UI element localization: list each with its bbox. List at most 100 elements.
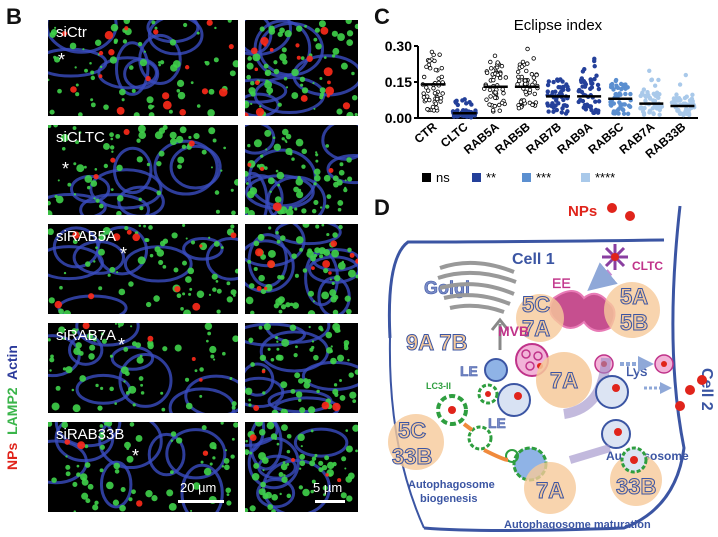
data-point <box>525 61 530 66</box>
scale-bar-large <box>178 500 224 503</box>
trafficking-diagram: Cell 1 Cell 2 NPs CLTC Golgi 9A 7B LE EE… <box>387 203 715 532</box>
data-point <box>589 81 594 86</box>
np-dot <box>607 203 617 213</box>
data-point <box>652 98 658 104</box>
scale-bar-small <box>315 500 345 503</box>
data-point <box>560 79 565 84</box>
data-point <box>434 96 440 102</box>
data-point <box>491 77 496 83</box>
channel-legend: NPs LAMP2 Actin <box>0 170 23 470</box>
data-point <box>592 58 597 64</box>
data-point <box>550 90 555 95</box>
data-point <box>641 87 647 92</box>
data-point <box>657 92 662 97</box>
data-point <box>520 59 526 65</box>
data-point <box>425 107 430 112</box>
data-point <box>580 84 585 89</box>
micrograph-main: siRAB7A * <box>48 323 238 413</box>
rab-7a: 7A <box>522 316 550 341</box>
data-point <box>596 99 602 104</box>
data-point <box>427 58 432 64</box>
data-point <box>579 89 585 95</box>
data-point <box>501 91 506 96</box>
nps-label: NPs <box>568 203 597 220</box>
eclipse-index-chart: Eclipse index0.000.150.30CTRCLTCRAB5ARAB… <box>385 17 698 185</box>
data-point <box>618 104 623 110</box>
rab-5c-b: 5C <box>398 418 426 443</box>
ee-label: EE <box>552 275 571 291</box>
data-point <box>550 101 555 106</box>
data-point <box>421 95 427 100</box>
data-point <box>531 56 536 61</box>
data-point <box>579 79 584 85</box>
data-point <box>684 94 689 99</box>
y-tick-label: 0.15 <box>385 74 412 90</box>
data-point <box>592 76 597 82</box>
data-point <box>551 109 556 114</box>
data-point <box>647 68 652 73</box>
micrograph-zoom <box>245 323 358 413</box>
data-point <box>565 109 570 114</box>
data-point <box>484 97 489 102</box>
data-point <box>515 69 521 75</box>
condition-label: siCtr <box>56 24 87 41</box>
data-point <box>487 102 492 107</box>
significance-label: ns <box>436 170 450 185</box>
data-point <box>657 112 662 117</box>
data-point <box>463 108 469 113</box>
data-point <box>617 91 622 96</box>
data-point <box>556 84 561 90</box>
svg-text:NPs LAMP2 Actin: NPs LAMP2 Actin <box>4 345 20 470</box>
cell2-label: Cell 2 <box>698 368 715 411</box>
data-point <box>524 68 529 74</box>
data-point <box>424 64 429 70</box>
data-point <box>674 96 679 101</box>
data-point <box>488 59 493 65</box>
data-point <box>627 104 633 110</box>
data-point <box>645 89 650 95</box>
data-point <box>516 105 522 111</box>
data-point <box>564 103 569 109</box>
rab-33b: 33B <box>392 444 432 469</box>
data-point <box>674 92 679 97</box>
data-point <box>554 98 559 103</box>
condition-label: siCLTC <box>56 129 105 146</box>
maturation-label: Autophagosome maturation <box>504 519 651 531</box>
data-point <box>647 110 652 115</box>
np-dot <box>675 401 685 411</box>
data-point <box>440 91 445 96</box>
cell-marker: * <box>62 159 70 179</box>
np-dot <box>685 385 695 395</box>
data-point <box>687 98 693 103</box>
data-point <box>554 107 560 113</box>
data-point <box>678 97 683 103</box>
data-point <box>500 87 505 92</box>
data-point <box>561 97 566 103</box>
data-point <box>612 111 618 116</box>
rab-5b: 5B <box>620 310 648 335</box>
micrograph-zoom <box>245 125 358 215</box>
significance-swatch <box>581 173 590 182</box>
data-point <box>546 109 551 114</box>
rab-5a: 5A <box>620 284 648 309</box>
golgi-icon <box>437 260 517 314</box>
panel-b-letter: B <box>6 4 22 29</box>
data-point <box>608 84 614 90</box>
rab-7a-mid: 7A <box>550 368 578 393</box>
micrograph-zoom <box>245 20 358 116</box>
data-point <box>656 95 661 101</box>
significance-label: ** <box>486 170 496 185</box>
data-point <box>592 63 597 69</box>
data-point <box>677 82 683 87</box>
data-point <box>651 111 656 117</box>
data-point <box>594 73 599 78</box>
data-point <box>656 77 661 83</box>
data-point <box>623 91 628 97</box>
data-point <box>530 102 535 108</box>
data-point <box>433 67 439 73</box>
data-point <box>593 99 598 104</box>
data-point <box>651 91 656 97</box>
cltc-label: CLTC <box>632 259 663 273</box>
data-point <box>527 87 533 93</box>
data-point <box>490 107 496 113</box>
